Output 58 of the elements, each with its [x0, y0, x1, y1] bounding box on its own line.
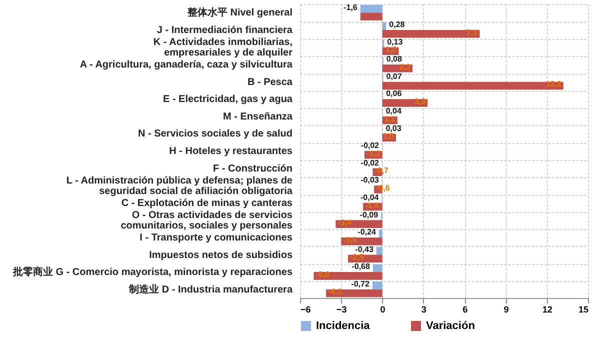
data-label: -0,24 — [358, 228, 377, 237]
y-tick-label: J - Intermediación financiera — [156, 24, 293, 36]
x-tick-label: 0 — [380, 304, 386, 314]
data-label: -0,72 — [351, 279, 370, 288]
data-label: -0,43 — [355, 244, 374, 254]
data-label: 3,3 — [414, 97, 426, 106]
data-label: -3,4 — [338, 218, 352, 228]
data-label: -1,4 — [365, 200, 380, 210]
y-tick-label: M - Enseñanza — [223, 111, 293, 122]
y-tick-label: Impuestos netos de subsidios — [149, 250, 293, 261]
data-label: -2,5 — [350, 252, 364, 262]
data-label: 0,28 — [389, 20, 406, 30]
data-label: -0,04 — [360, 192, 380, 202]
x-tick-label: 6 — [462, 304, 468, 314]
data-label: -3,0 — [343, 235, 358, 244]
data-label: -0,09 — [360, 210, 379, 220]
data-label: 1,1 — [384, 114, 396, 124]
data-label: -1,3 — [366, 148, 381, 158]
data-label: 0,07 — [386, 72, 402, 81]
y-tick-label: F - Construcción — [213, 163, 292, 174]
legend-label: Incidencia — [316, 320, 371, 332]
data-label: 1,0 — [382, 132, 395, 141]
y-tick-label: I - Transporte y comunicaciones — [140, 232, 293, 244]
legend-label: Variación — [426, 320, 476, 332]
data-label: 2,2 — [399, 62, 412, 72]
y-tick-label: 制造业 D - Industria manufacturera — [128, 283, 293, 296]
x-tick-label: −3 — [336, 304, 347, 314]
y-tick-label: O - Otras actividades de servicios comunitarios, sociales y personales — [120, 210, 293, 232]
data-label: -0,02 — [360, 158, 380, 168]
data-label: -4,1 — [328, 287, 342, 296]
x-tick-label: 3 — [421, 304, 426, 314]
data-label: 0,04 — [386, 106, 402, 116]
x-tick-label: 12 — [542, 304, 552, 314]
y-tick-label: A - Agricultura, ganadería, caza y silvicultura — [80, 60, 293, 71]
data-label: 7,1 — [466, 28, 478, 37]
x-tick-label: 9 — [504, 304, 509, 314]
y-tick-label: H - Hoteles y restaurantes — [169, 146, 293, 157]
x-tick-label: −6 — [300, 304, 311, 314]
data-label: -1,6 — [344, 2, 358, 12]
y-tick-label: 批零商业 G - Comercio mayorista, minorista y reparaciones — [12, 266, 293, 278]
y-tick-label: K - Actividades inmobiliarias, empresariales y de alquiler — [153, 36, 293, 58]
y-tick-label: N - Servicios sociales y de salud — [138, 128, 292, 140]
data-label: 0,03 — [386, 124, 402, 133]
data-label: -0,68 — [352, 262, 371, 272]
data-label: -0,02 — [360, 141, 380, 150]
y-tick-label: C - Explotación de minas y canteras — [121, 198, 293, 209]
data-label: 0,06 — [386, 89, 402, 98]
x-tick-label: 15 — [578, 304, 588, 314]
data-label: 0,08 — [386, 54, 403, 64]
data-label: 13,2 — [546, 80, 562, 89]
data-label: -0,03 — [360, 176, 380, 185]
data-label: 1,2 — [386, 45, 398, 54]
y-tick-label: B - Pesca — [247, 76, 293, 88]
y-tick-label: E - Electricidad, gas y agua — [163, 94, 293, 106]
data-label: 0,13 — [387, 37, 404, 46]
y-tick-label: 整体水平 Nivel general — [186, 6, 293, 19]
y-tick-label: L - Administración pública y defensa; planes de seguridad social de afiliación obligatoria — [66, 175, 293, 197]
data-label: -5,0 — [316, 270, 330, 279]
